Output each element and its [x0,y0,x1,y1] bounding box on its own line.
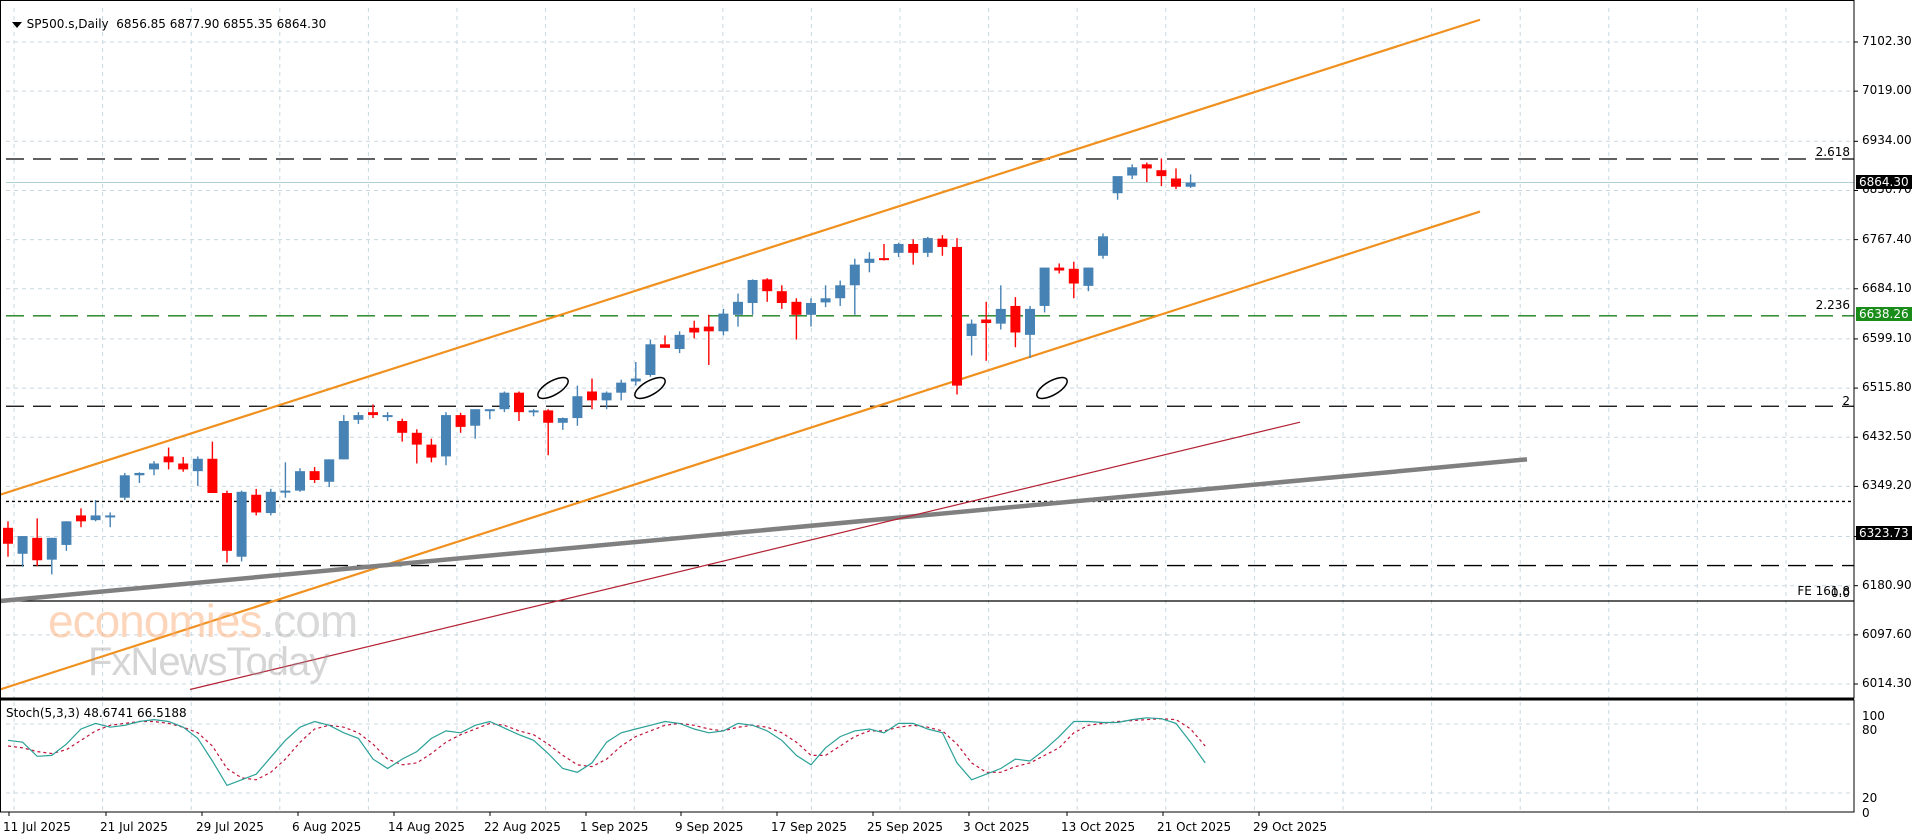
fib-level-badge: 6638.26 [1856,307,1912,321]
time-axis-label: 21 Jul 2025 [100,820,168,834]
chart-frame [0,0,1855,813]
annotation-ellipses [537,376,1068,400]
time-axis-label: 21 Oct 2025 [1157,820,1232,834]
support-level-badge: 6323.73 [1856,526,1912,540]
time-axis-label: 22 Aug 2025 [484,820,561,834]
price-axis-label: 6180.90 [1862,577,1912,592]
symbol-label: SP500.s,Daily [26,17,109,31]
stoch-axis-80: 80 [1862,723,1878,737]
stochastic-lines [7,717,1206,787]
stochastic-label: Stoch(5,3,3) 48.6741 66.5188 [6,706,187,720]
collapse-triangle-icon[interactable] [11,21,22,28]
horizontal-levels [6,158,1854,602]
stoch-axis-0: 0 [1862,806,1870,820]
candlesticks [3,158,1196,575]
price-axis-label: 6432.50 [1862,429,1912,444]
level-label-2618: 2.618 [1815,145,1850,159]
price-axis-label: 6599.10 [1862,330,1912,345]
level-label-zero: 0.0 [1830,586,1850,600]
level-label-2: 2 [1842,394,1850,408]
chart-grid [6,8,1858,816]
price-axis-label: 6014.30 [1862,676,1912,690]
time-axis-label: 25 Sep 2025 [867,820,944,834]
stoch-axis-100: 100 [1862,709,1885,723]
watermark-economies: economies.com [48,595,358,647]
price-axis-label: 7102.30 [1862,34,1912,48]
chart-header: SP500.s,Daily 6856.85 6877.90 6855.35 68… [4,3,326,31]
time-axis-label: 29 Oct 2025 [1253,820,1328,834]
price-axis-label: 6684.10 [1862,280,1912,295]
price-axis-label: 6097.60 [1862,626,1912,641]
current-price-badge: 6864.30 [1856,175,1912,189]
time-axis-label: 11 Jul 2025 [3,820,71,834]
price-axis-label: 6349.20 [1862,478,1912,493]
time-axis-label: 13 Oct 2025 [1061,820,1136,834]
watermark-fxnewstoday: FxNewsToday [88,640,329,684]
level-label-2236: 2.236 [1815,298,1850,312]
price-axis-label: 7019.00 [1862,83,1912,98]
level-label-fe1618: FE 161.8 [1797,584,1850,598]
time-axis-label: 17 Sep 2025 [771,820,848,834]
ohlc-values: 6856.85 6877.90 6855.35 6864.30 [116,17,327,31]
time-axis-label: 29 Jul 2025 [196,820,264,834]
price-axis-label: 6934.00 [1862,133,1912,148]
time-axis-label: 14 Aug 2025 [388,820,465,834]
time-axis-label: 6 Aug 2025 [292,820,362,834]
time-axis-label: 9 Sep 2025 [675,820,744,834]
trend-lines [0,18,1528,691]
time-axis-label: 1 Sep 2025 [580,820,649,834]
price-axis-label: 6767.40 [1862,231,1912,246]
price-axis-label: 6515.80 [1862,380,1912,395]
stoch-axis-20: 20 [1862,791,1878,805]
time-axis-label: 3 Oct 2025 [963,820,1030,834]
